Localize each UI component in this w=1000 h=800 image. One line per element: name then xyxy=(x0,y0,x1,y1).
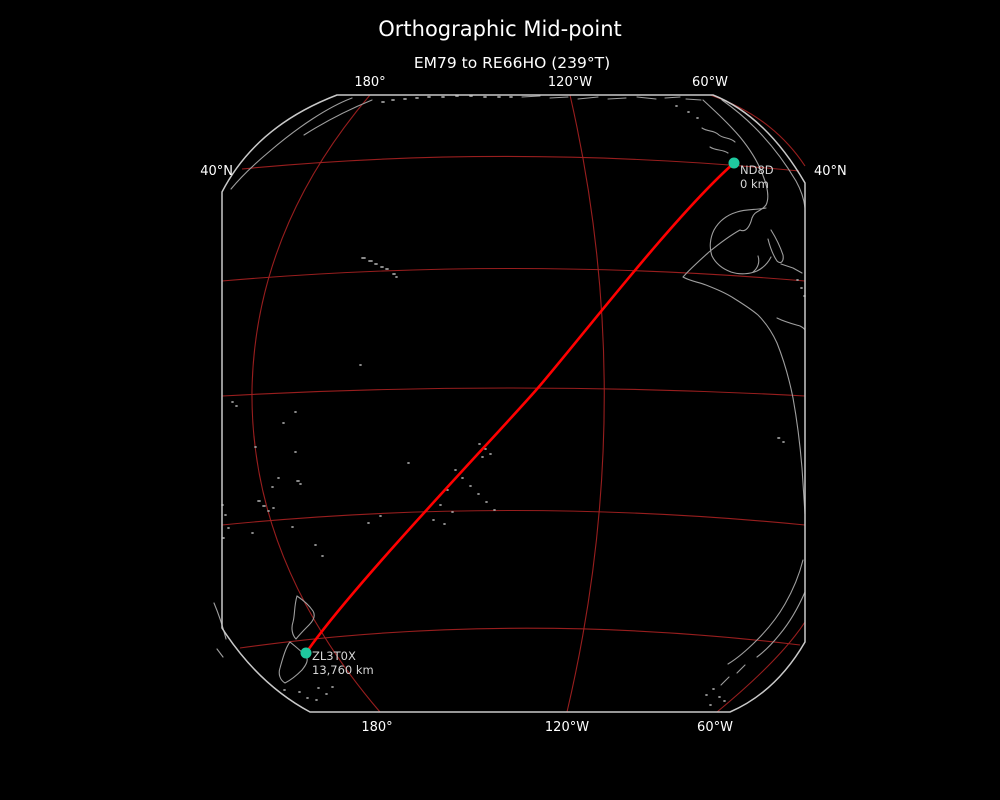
tick-top-180: 180° xyxy=(354,75,385,90)
tick-left-40n: 40°N xyxy=(200,164,233,179)
coastline-islands xyxy=(221,95,806,706)
coastline-mainlands xyxy=(213,95,806,686)
graticule-meridians xyxy=(251,94,806,713)
marker-nd8d-callsign: ND8D xyxy=(740,163,774,177)
tick-bottom-120w: 120°W xyxy=(545,720,589,735)
map-boundary xyxy=(221,94,806,713)
tick-bottom-60w: 60°W xyxy=(697,720,733,735)
marker-nd8d-distance: 0 km xyxy=(740,177,769,191)
map-subtitle: EM79 to RE66HO (239°T) xyxy=(414,54,610,72)
tick-top-60w: 60°W xyxy=(692,75,728,90)
tick-right-40n: 40°N xyxy=(814,164,847,179)
tick-top-120w: 120°W xyxy=(548,75,592,90)
graticule-parallels xyxy=(221,155,806,649)
tick-bottom-180: 180° xyxy=(361,720,392,735)
marker-zl3t0x-callsign: ZL3T0X xyxy=(312,649,356,663)
marker-nd8d-dot xyxy=(728,157,740,169)
page-title: Orthographic Mid-point xyxy=(378,17,622,41)
marker-zl3t0x-distance: 13,760 km xyxy=(312,663,374,677)
marker-zl3t0x-dot xyxy=(300,647,312,659)
great-circle-path xyxy=(304,161,736,655)
